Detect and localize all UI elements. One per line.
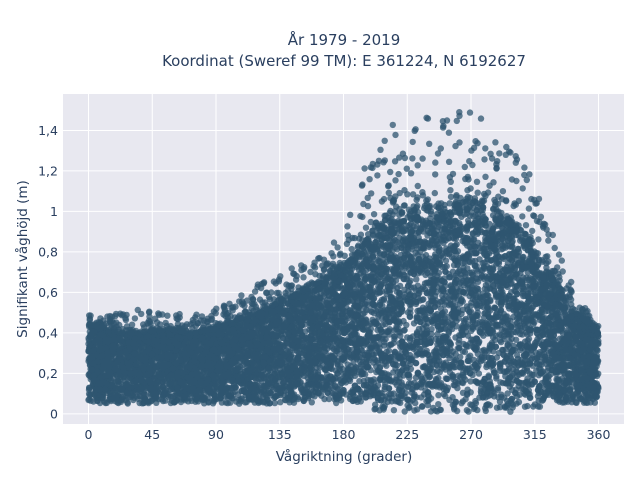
- chart-subtitle: Koordinat (Sweref 99 TM): E 361224, N 61…: [162, 52, 526, 70]
- data-point: [461, 269, 467, 275]
- data-point: [394, 382, 400, 388]
- data-point: [462, 396, 468, 402]
- data-point: [490, 212, 496, 218]
- chart-title: År 1979 - 2019: [288, 30, 401, 49]
- data-point: [443, 258, 449, 264]
